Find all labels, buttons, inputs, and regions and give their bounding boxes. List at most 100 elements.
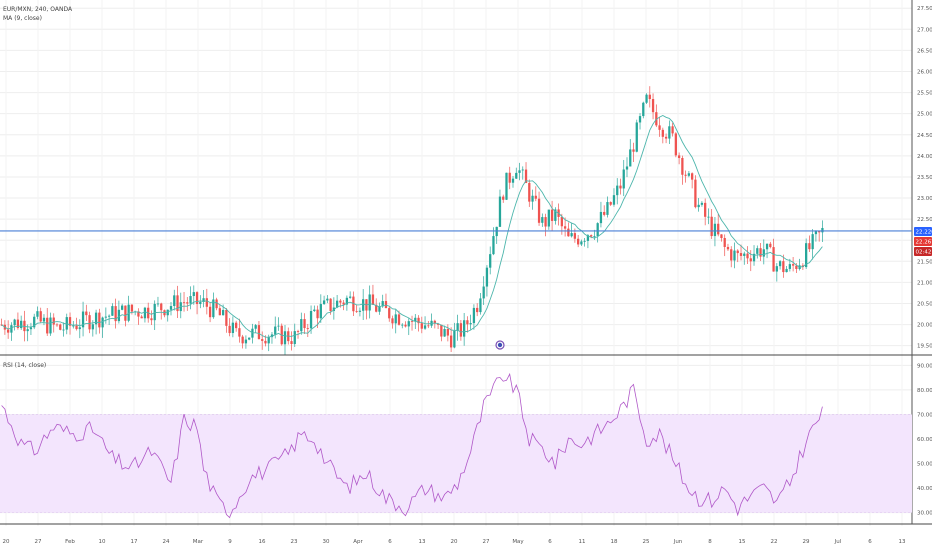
event-marker-dot bbox=[497, 342, 503, 348]
candle-body bbox=[417, 317, 420, 324]
candle-body bbox=[326, 298, 329, 301]
candle-body bbox=[68, 317, 72, 326]
time-tick-label: 10 bbox=[99, 539, 106, 545]
candle-body bbox=[199, 301, 202, 305]
time-tick-label: Jun bbox=[673, 539, 683, 545]
candle-body bbox=[554, 209, 557, 221]
candle-body bbox=[638, 116, 642, 123]
candle-body bbox=[182, 302, 186, 304]
candle-body bbox=[36, 311, 39, 317]
candle-body bbox=[563, 226, 567, 229]
candle-layer bbox=[0, 86, 824, 355]
candle-body bbox=[42, 317, 46, 322]
candle-body bbox=[75, 325, 78, 330]
candle-body bbox=[619, 185, 622, 189]
candle-body bbox=[169, 306, 173, 310]
rsi-tick-label: 50.00 bbox=[917, 462, 932, 468]
candle-body bbox=[463, 320, 466, 337]
candle-body bbox=[156, 303, 160, 305]
time-tick-label: 8 bbox=[708, 539, 712, 545]
candle-body bbox=[111, 306, 114, 316]
candle-body bbox=[189, 296, 192, 304]
candle-body bbox=[384, 301, 388, 309]
candle-body bbox=[642, 102, 645, 117]
candle-body bbox=[687, 173, 691, 176]
time-tick-label: Feb bbox=[65, 539, 75, 545]
legend-symbol[interactable]: EUR/MXN, 240, OANDA bbox=[3, 6, 73, 13]
candle-body bbox=[208, 306, 212, 318]
candle-body bbox=[609, 202, 612, 205]
candle-body bbox=[342, 302, 345, 305]
price-tick-label: 23.500 bbox=[917, 175, 932, 181]
candle-body bbox=[427, 325, 430, 327]
last-price-tag-bg bbox=[914, 226, 932, 236]
candle-body bbox=[547, 209, 550, 227]
event-marker-icon[interactable] bbox=[495, 340, 505, 350]
time-tick-label: 16 bbox=[259, 539, 266, 545]
candle-body bbox=[238, 328, 241, 337]
candle-body bbox=[625, 166, 629, 170]
candle-body bbox=[502, 196, 505, 200]
candle-body bbox=[261, 339, 264, 341]
candle-body bbox=[479, 298, 482, 313]
candle-body bbox=[257, 325, 261, 340]
candle-body bbox=[16, 319, 20, 329]
candle-body bbox=[459, 323, 463, 337]
candle-body bbox=[192, 292, 195, 297]
candle-body bbox=[143, 307, 147, 319]
candle-body bbox=[248, 337, 251, 340]
rsi-axis[interactable]: 90.00 80.00 70.00 60.00 50.00 40.00 30.00 bbox=[917, 363, 932, 516]
candle-body bbox=[668, 126, 671, 139]
candle-body bbox=[821, 227, 824, 233]
candle-body bbox=[658, 125, 661, 130]
price-axis[interactable]: 27.500 27.000 26.500 26.000 25.500 25.000 24.5… bbox=[917, 6, 932, 349]
price-tick-label: 27.500 bbox=[917, 6, 932, 12]
candle-body bbox=[791, 264, 795, 266]
candle-body bbox=[508, 172, 511, 183]
candle-body bbox=[717, 223, 720, 235]
candle-body bbox=[590, 235, 593, 237]
candle-body bbox=[580, 241, 583, 245]
time-tick-label: 11 bbox=[579, 539, 586, 545]
candle-body bbox=[52, 317, 55, 325]
candle-body bbox=[583, 240, 586, 242]
candle-body bbox=[762, 249, 765, 257]
candle-body bbox=[218, 308, 221, 316]
candle-body bbox=[593, 236, 596, 237]
candle-body bbox=[743, 253, 746, 256]
candle-body bbox=[498, 196, 502, 227]
candle-body bbox=[410, 321, 414, 322]
candle-body bbox=[195, 292, 199, 305]
candle-body bbox=[485, 267, 489, 287]
candle-body bbox=[749, 258, 752, 262]
candle-body bbox=[476, 307, 479, 313]
candle-body bbox=[166, 309, 169, 316]
candle-body bbox=[88, 315, 91, 330]
candle-body bbox=[492, 236, 495, 255]
candle-body bbox=[756, 248, 759, 254]
candle-body bbox=[39, 311, 42, 322]
legend-rsi[interactable]: RSI (14, close) bbox=[3, 362, 47, 369]
rsi-tick-label: 30.00 bbox=[917, 511, 932, 517]
candle-body bbox=[808, 243, 811, 250]
candle-body bbox=[528, 182, 531, 202]
candle-body bbox=[684, 174, 687, 176]
candle-body bbox=[700, 202, 704, 205]
candle-body bbox=[720, 234, 723, 239]
candle-body bbox=[537, 198, 541, 223]
time-axis[interactable]: 20 27 Feb 10 17 24 Mar 9 16 23 30 Apr 6 13 20 27 May 6 11 1… bbox=[3, 539, 906, 545]
candle-body bbox=[319, 304, 322, 319]
candle-body bbox=[202, 298, 205, 302]
legend-ma[interactable]: MA (9, close) bbox=[3, 15, 42, 22]
candle-body bbox=[244, 339, 248, 344]
bid-price-tag-bg bbox=[914, 236, 932, 246]
candle-body bbox=[697, 204, 700, 208]
candle-body bbox=[368, 294, 371, 311]
candle-body bbox=[433, 320, 436, 324]
candle-body bbox=[645, 94, 648, 103]
candle-body bbox=[765, 243, 769, 250]
candle-body bbox=[710, 216, 713, 237]
candle-body bbox=[449, 335, 453, 348]
candle-body bbox=[345, 297, 349, 305]
